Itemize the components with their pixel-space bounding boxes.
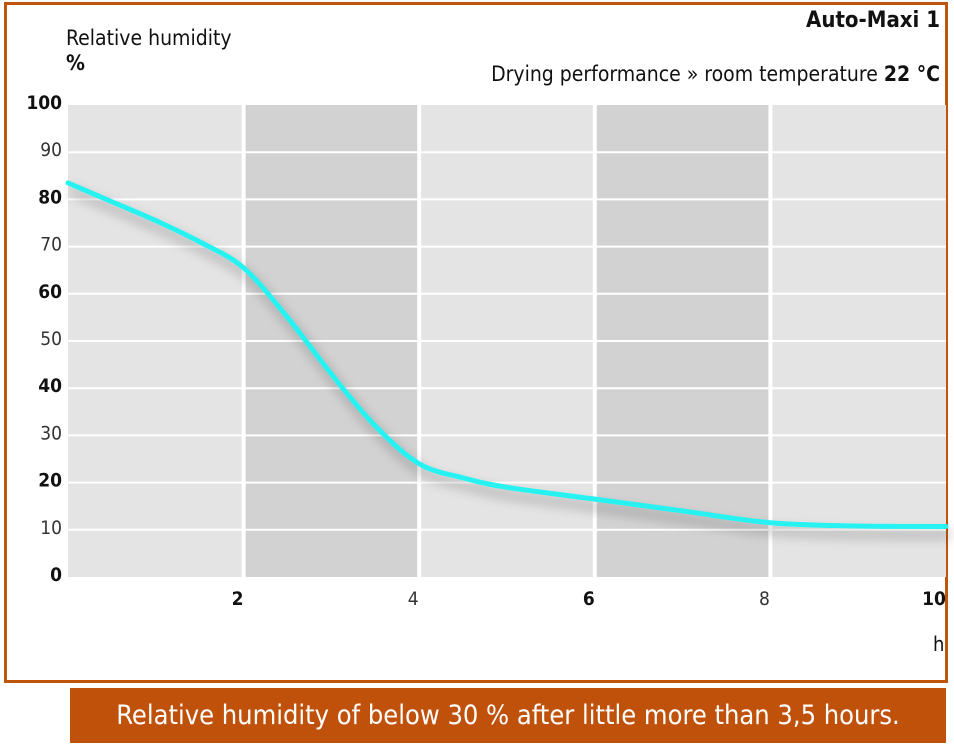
y-axis-label: Relative humidity % <box>66 26 232 76</box>
y-tick-labels: 0 10 20 30 40 50 60 70 80 90 100 <box>26 92 62 586</box>
caption-banner: Relative humidity of below 30 % after li… <box>70 688 946 743</box>
humidity-line-0 <box>65 180 949 529</box>
x-tick-10: 10 <box>922 588 946 610</box>
y-tick-60: 60 <box>38 281 62 303</box>
x-tick-8: 8 <box>759 588 770 610</box>
y-tick-80: 80 <box>38 186 62 208</box>
x-axis-unit: h <box>933 632 945 656</box>
y-tick-10: 10 <box>40 517 62 539</box>
y-axis-unit: % <box>66 51 85 76</box>
y-tick-30: 30 <box>40 422 62 444</box>
y-tick-70: 70 <box>40 234 62 256</box>
chart-subtitle: Drying performance » room temperature 22… <box>491 62 940 86</box>
x-tick-labels: 2 4 6 8 10 <box>232 588 946 610</box>
x-tick-2: 2 <box>232 588 244 610</box>
subtitle-prefix: Drying performance » room temperature <box>491 62 878 86</box>
y-tick-100: 100 <box>26 92 62 114</box>
y-tick-20: 20 <box>38 470 62 492</box>
y-tick-40: 40 <box>38 375 62 397</box>
y-tick-0: 0 <box>50 564 62 586</box>
subtitle-temperature: 22 °C <box>883 62 940 86</box>
product-name: Auto-Maxi 1 <box>806 8 940 33</box>
x-tick-6: 6 <box>583 588 595 610</box>
series-group <box>65 180 949 529</box>
y-tick-90: 90 <box>40 139 62 161</box>
y-tick-50: 50 <box>40 328 62 350</box>
y-axis-title: Relative humidity <box>66 26 232 50</box>
x-tick-4: 4 <box>408 588 419 610</box>
